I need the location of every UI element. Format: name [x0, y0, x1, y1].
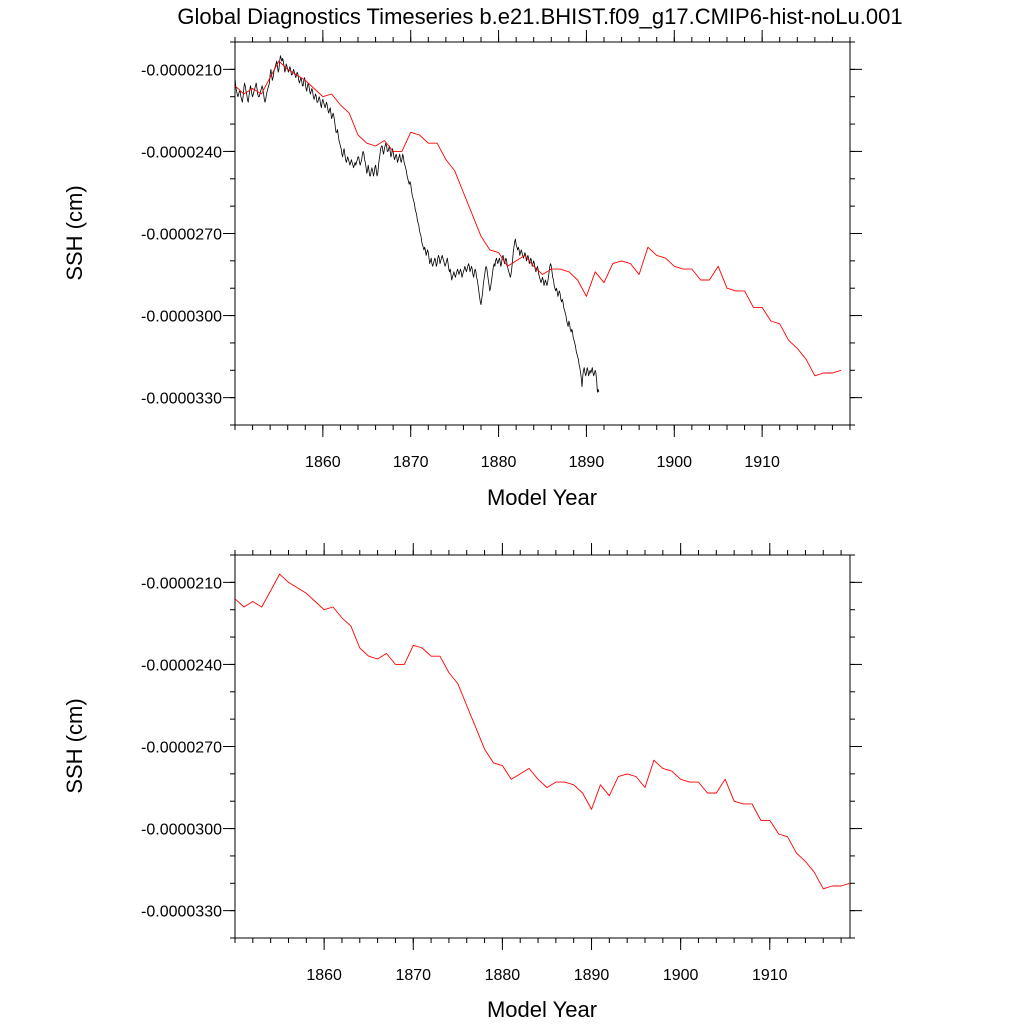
top-y-tick-label: -0.0000240: [141, 144, 222, 161]
bottom-y-axis-title: SSH (cm): [62, 698, 87, 793]
top-x-tick-label: 1860: [305, 454, 341, 471]
bottom-series: [235, 574, 850, 889]
bottom-x-tick-label: 1900: [663, 967, 699, 984]
bottom-chart-panel: 1860 1870 1880 1890 1900 1910 -0.0000210-0.00…: [62, 543, 862, 1022]
bottom-x-tick-label: 1910: [752, 967, 788, 984]
bottom-y-tick-label: -0.0000300: [141, 822, 222, 839]
top-plot-frame: [235, 42, 850, 425]
bottom-y-tick-label: -0.0000210: [141, 575, 222, 592]
bottom-x-axis-title: Model Year: [487, 997, 597, 1022]
top-x-axis-title: Model Year: [487, 485, 597, 510]
top-y-tick-label: -0.0000210: [141, 62, 222, 79]
bottom-y-tick-label: -0.0000330: [141, 904, 222, 921]
top-annual-series-line: [235, 61, 841, 376]
bottom-y-ticks: -0.0000210 -0.0000240 -0.0000270 -0.0000300…: [141, 555, 862, 938]
top-chart-panel: 1860 1870 1880 1890 1900 1910 -0.0000210-0.00…: [62, 30, 862, 510]
top-y-tick-label: -0.0000300: [141, 309, 222, 326]
top-y-tick-label: -0.0000270: [141, 227, 222, 244]
top-y-ticks: -0.0000210 -0.0000240 -0.0000270 -0.0000300…: [141, 42, 862, 425]
top-x-tick-label: 1890: [569, 454, 605, 471]
top-x-tick-label: 1870: [393, 454, 429, 471]
bottom-x-tick-label: 1860: [306, 967, 342, 984]
figure: Global Diagnostics Timeseries b.e21.BHIS…: [0, 0, 1024, 1024]
top-monthly-series-line: [235, 56, 599, 393]
bottom-x-tick-label: 1880: [485, 967, 521, 984]
bottom-plot-frame: [235, 555, 850, 938]
top-y-axis-title: SSH (cm): [62, 185, 87, 280]
top-series: [235, 56, 841, 393]
bottom-x-tick-label: 1870: [395, 967, 431, 984]
top-x-tick-label: 1900: [656, 454, 692, 471]
top-x-tick-label: 1880: [481, 454, 517, 471]
top-y-tick-label: -0.0000330: [141, 391, 222, 408]
top-x-tick-label: 1910: [744, 454, 780, 471]
bottom-y-tick-label: -0.0000240: [141, 657, 222, 674]
bottom-y-tick-label: -0.0000270: [141, 740, 222, 757]
bottom-annual-series-line: [235, 574, 850, 889]
figure-title: Global Diagnostics Timeseries b.e21.BHIS…: [177, 4, 902, 29]
bottom-x-tick-label: 1890: [574, 967, 610, 984]
top-x-ticks: 1860 1870 1880 1890 1900 1910: [235, 30, 850, 471]
